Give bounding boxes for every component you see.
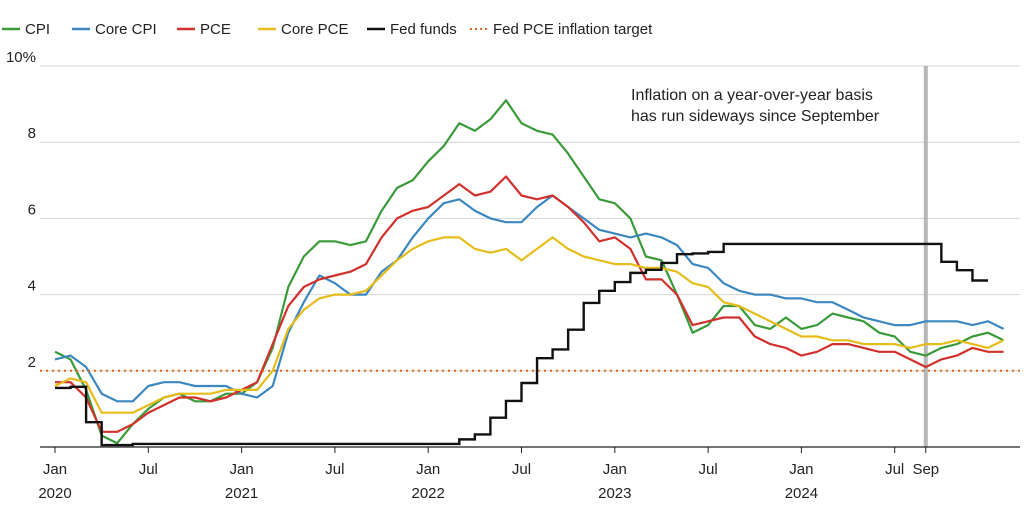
x-tick-label: Jan (789, 461, 813, 478)
annotation: Inflation on a year-over-year basis has r… (631, 87, 880, 125)
legend-label: Fed PCE inflation target (493, 21, 653, 38)
legend-label: Core CPI (95, 21, 157, 38)
legend-item-cpi: CPI (2, 21, 50, 38)
series-cpi (54, 99, 1005, 445)
series-pce (55, 175, 1004, 433)
x-tick-label: Jan (43, 461, 67, 478)
y-tick-label: 10% (6, 49, 36, 66)
x-tick-label: Jul (325, 461, 344, 478)
legend-label: CPI (25, 21, 50, 38)
annotation-line: Inflation on a year-over-year basis (631, 87, 873, 104)
x-tick-label: Jan (230, 461, 254, 478)
legend-item-fed-pce-inflation-target: Fed PCE inflation target (470, 21, 653, 38)
legend-item-core-pce: Core PCE (258, 21, 349, 38)
x-tick-label: Sep (912, 461, 939, 478)
x-axis: Jan 2020 Jul Jan 2021 Jul Jan 2022 Jul Jan 2023 Jul… (38, 446, 1020, 502)
y-tick-label: 8 (28, 125, 36, 142)
vertical-marker (923, 66, 928, 447)
x-tick-label: Jan (416, 461, 440, 478)
legend-label: Core PCE (281, 21, 349, 38)
x-tick-label: Jul (512, 461, 531, 478)
x-tick-label: Jul (139, 461, 158, 478)
legend-item-core-cpi: Core CPI (72, 21, 157, 38)
series-core-cpi (54, 194, 1005, 403)
x-tick-label: Jul (885, 461, 904, 478)
x-tick-year: 2024 (785, 485, 818, 502)
x-tick-label: Jul (699, 461, 718, 478)
series-fed-funds (55, 242, 988, 447)
y-tick-label: 6 (28, 201, 36, 218)
y-axis: 2 4 6 8 10% (6, 49, 36, 371)
sep-marker-band (923, 66, 928, 447)
legend: CPI Core CPI PCE Core PCE Fed funds Fed PCE i… (2, 21, 653, 38)
y-tick-label: 2 (28, 354, 36, 371)
annotation-line: has run sideways since September (631, 108, 880, 125)
series-core-pce (54, 236, 1005, 414)
legend-item-pce: PCE (177, 21, 231, 38)
x-tick-label: Jan (603, 461, 627, 478)
x-tick-year: 2021 (225, 485, 258, 502)
series-lines (40, 99, 1020, 447)
legend-item-fed-funds: Fed funds (367, 21, 457, 38)
x-tick-year: 2022 (412, 485, 445, 502)
y-tick-label: 4 (28, 278, 36, 295)
x-tick-year: 2023 (598, 485, 631, 502)
legend-label: PCE (200, 21, 231, 38)
legend-label: Fed funds (390, 21, 457, 38)
x-tick-year: 2020 (38, 485, 71, 502)
